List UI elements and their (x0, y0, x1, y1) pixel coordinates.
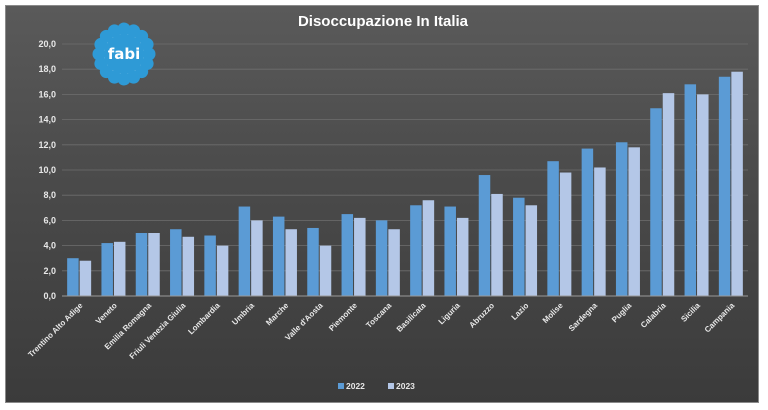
x-tick-label: Sicilia (679, 301, 702, 324)
x-tick-label: Puglia (610, 301, 634, 325)
bar-2022 (170, 229, 182, 296)
bar-2023 (525, 205, 538, 296)
bar-2023 (628, 147, 640, 296)
bar-2023 (388, 229, 400, 296)
bar-2022 (341, 214, 354, 296)
chart-title: Disoccupazione In Italia (298, 13, 469, 30)
bar-2022 (650, 108, 662, 296)
legend-label: 2022 (346, 381, 365, 391)
y-tick-label: 20,0 (38, 39, 56, 49)
bar-2022 (272, 216, 285, 296)
bar-2023 (456, 217, 469, 296)
bar-2022 (718, 76, 731, 296)
bar-2022 (581, 148, 594, 296)
x-tick-label: Friuli Venezia Giulia (128, 301, 188, 361)
legend: 2022 2023 (338, 381, 415, 391)
bar-2022 (410, 205, 422, 296)
bars (67, 71, 743, 297)
y-tick-label: 10,0 (38, 165, 56, 175)
bar-2022 (204, 235, 216, 296)
x-tick-label: Campania (703, 301, 737, 335)
bar-2023 (182, 236, 195, 296)
bar-2022 (615, 142, 628, 296)
bar-2023 (251, 220, 263, 296)
x-tick-label: Toscana (364, 301, 393, 330)
x-tick-label: Liguria (437, 301, 463, 327)
y-tick-label: 14,0 (38, 115, 56, 125)
bar-2022 (478, 175, 491, 296)
bar-2022 (135, 233, 148, 296)
bar-2022 (684, 84, 697, 296)
bar-2023 (285, 229, 297, 296)
y-tick-label: 8,0 (43, 190, 56, 200)
legend-swatch (338, 383, 344, 389)
x-tick-label: Umbria (230, 301, 256, 327)
legend-swatch (388, 383, 394, 389)
bar-2023 (113, 241, 126, 296)
bar-2023 (216, 245, 229, 296)
x-tick-label: Marche (264, 301, 291, 328)
y-tick-label: 12,0 (38, 140, 56, 150)
bar-2023 (79, 260, 92, 296)
bar-2022 (547, 161, 559, 296)
y-tick-label: 0,0 (43, 291, 56, 301)
bar-2022 (375, 220, 388, 296)
bar-2023 (491, 193, 503, 296)
bar-2022 (101, 243, 113, 296)
bar-2023 (319, 245, 332, 296)
bar-2023 (662, 93, 675, 296)
flower-logo-icon: fabi (92, 22, 156, 86)
gridlines (62, 43, 748, 297)
bar-2023 (422, 200, 435, 296)
x-tick-label: Lazio (510, 301, 531, 322)
bar-2023 (559, 172, 572, 296)
legend-label: 2023 (396, 381, 415, 391)
x-tick-label: Calabria (639, 301, 668, 330)
bar-2023 (731, 71, 743, 296)
x-tick-label: Basilicata (395, 301, 428, 334)
x-tick-label: Veneto (94, 301, 119, 326)
bar-2023 (697, 94, 709, 297)
bar-2023 (594, 167, 606, 296)
bar-2022 (67, 258, 79, 296)
y-tick-label: 18,0 (38, 64, 56, 74)
bar-2023 (148, 233, 160, 296)
y-tick-label: 6,0 (43, 215, 56, 225)
y-axis-ticks: 0,0 2,0 4,0 6,0 8,0 10,0 12,0 14,0 16,0 18,0 20,0 (38, 39, 56, 301)
x-tick-label: Piemonte (327, 301, 359, 333)
x-tick-label: Sardegna (567, 301, 600, 334)
bar-2022 (238, 206, 251, 296)
y-tick-label: 16,0 (38, 89, 56, 99)
x-tick-label: Abruzzo (467, 301, 496, 330)
bar-2022 (307, 227, 319, 296)
bar-2022 (513, 197, 525, 296)
x-tick-label: Lombardia (186, 301, 222, 337)
x-tick-label: Molise (541, 301, 565, 325)
bar-2022 (444, 206, 456, 296)
y-tick-label: 4,0 (43, 241, 56, 251)
y-tick-label: 2,0 (43, 266, 56, 276)
logo-text: fabi (108, 45, 141, 63)
x-tick-label: Trentino Alto Adige (26, 301, 84, 359)
bar-2023 (354, 217, 366, 296)
